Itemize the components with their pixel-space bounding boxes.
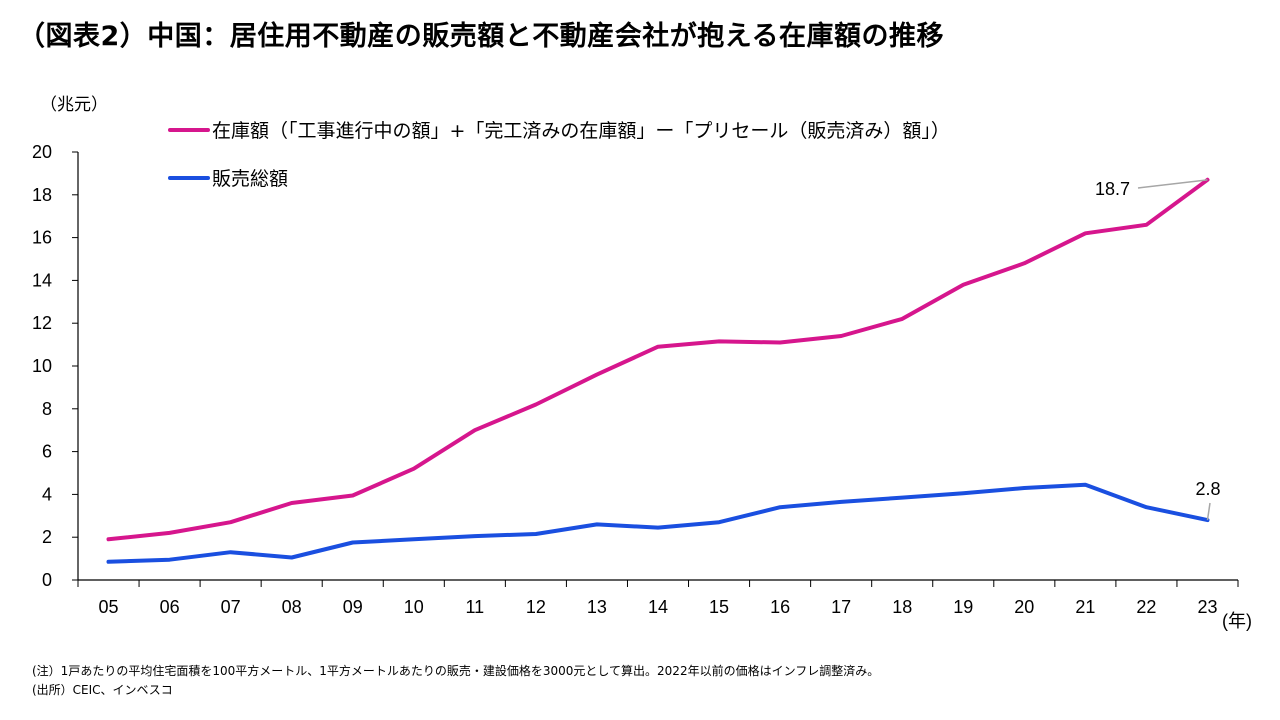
inventory-data-point [778,341,782,344]
note-text: (注）1戸あたりの平均住宅面積を100平方メートル、1平方メートルあたりの販売・… [32,664,880,678]
y-tick-label: 16 [32,228,52,248]
inventory-data-point [962,283,965,286]
x-tick-label: 21 [1075,597,1095,617]
x-tick-label: 10 [404,597,424,617]
annotation-label: 18.7 [1095,179,1130,199]
sales-data-point [534,532,538,536]
sales-data-point [473,534,477,538]
sales-data-point [290,556,293,559]
x-tick-label: 16 [770,597,790,617]
x-tick-label: 05 [99,597,119,617]
sales-data-point [656,526,660,529]
x-tick-label: 22 [1136,597,1156,617]
chart-legend: 在庫額（「工事進行中の額」+「完工済みの在庫額」ー「プリセール（販売済み）額」）… [168,120,950,190]
sales-data-point [229,550,232,554]
inventory-data-point [473,429,477,432]
inventory-data-point [717,340,721,343]
x-tick-label: 06 [160,597,180,617]
y-tick-label: 4 [42,484,52,504]
y-tick-label: 18 [32,185,52,205]
inventory-data-point [290,501,293,505]
sales-data-point [962,492,965,495]
x-tick-label: 23 [1197,597,1217,617]
y-tick-label: 8 [42,399,52,419]
inventory-data-point [656,345,660,348]
y-tick-label: 10 [32,356,52,376]
sales-data-point [412,538,415,541]
inventory-data-point [168,531,171,535]
x-tick-label: 17 [831,597,851,617]
chart-series [106,177,1210,564]
inventory-data-point [412,467,415,470]
x-tick-label: 08 [282,597,302,617]
sales-data-point [595,523,599,526]
sales-data-point [1023,486,1026,490]
source-text: (出所）CEIC、インベスコ [32,683,173,697]
annotation-leader-line [1206,502,1211,521]
chart-annotations: 18.7 2.8 [1095,179,1221,521]
sales-data-point [168,558,171,561]
footnotes: (注）1戸あたりの平均住宅面積を100平方メートル、1平方メートルあたりの販売・… [32,662,879,700]
y-tick-label: 14 [32,270,52,290]
y-tick-label: 12 [32,313,52,333]
y-tick-label: 2 [42,527,52,547]
sales-data-point [107,560,110,564]
inventory-data-point [229,521,232,524]
inventory-data-point [839,334,843,338]
x-tick-label: 19 [953,597,973,617]
inventory-data-point [107,538,110,541]
annotation-leader-line [1137,179,1208,189]
x-tick-label: 07 [221,597,241,617]
sales-data-point [1084,483,1087,486]
x-tick-label: 14 [648,597,668,617]
sales-data-point [901,496,904,499]
sales-data-point [1145,506,1148,509]
inventory-data-point [901,317,904,321]
inventory-data-point [1145,223,1148,226]
x-axis-unit-label: (年) [1222,611,1252,631]
sales-data-point [778,506,782,509]
inventory-data-point [534,403,538,406]
inventory-data-point [351,494,354,497]
y-tick-label: 0 [42,570,52,590]
annotation-label: 2.8 [1195,479,1220,499]
y-axis-unit-label: （兆元） [40,95,108,115]
inventory-data-point [595,373,599,376]
sales-series-line [106,482,1210,564]
y-tick-label: 6 [42,442,52,462]
sales-data-point [839,500,843,504]
x-tick-label: 20 [1014,597,1034,617]
inventory-data-point [1023,262,1026,265]
legend-label: 在庫額（「工事進行中の額」+「完工済みの在庫額」ー「プリセール（販売済み）額」） [212,120,950,142]
inventory-data-point [1084,232,1087,235]
sales-data-point [717,521,721,524]
x-tick-label: 15 [709,597,729,617]
x-tick-label: 13 [587,597,607,617]
y-tick-label: 20 [32,142,52,162]
x-tick-label: 12 [526,597,546,617]
legend-label: 販売総額 [212,168,288,190]
page-title: （図表2）中国：居住用不動産の販売額と不動産会社が抱える在庫額の推移 [18,21,944,52]
x-tick-label: 09 [343,597,363,617]
sales-data-point [351,541,354,544]
x-tick-label: 18 [892,597,912,617]
chart-axes: 0 2 4 6 8 10 12 14 16 18 20 05 06 07 08 09 10 11 12 13 14 15 1… [32,142,1252,631]
x-tick-label: 11 [465,597,484,617]
